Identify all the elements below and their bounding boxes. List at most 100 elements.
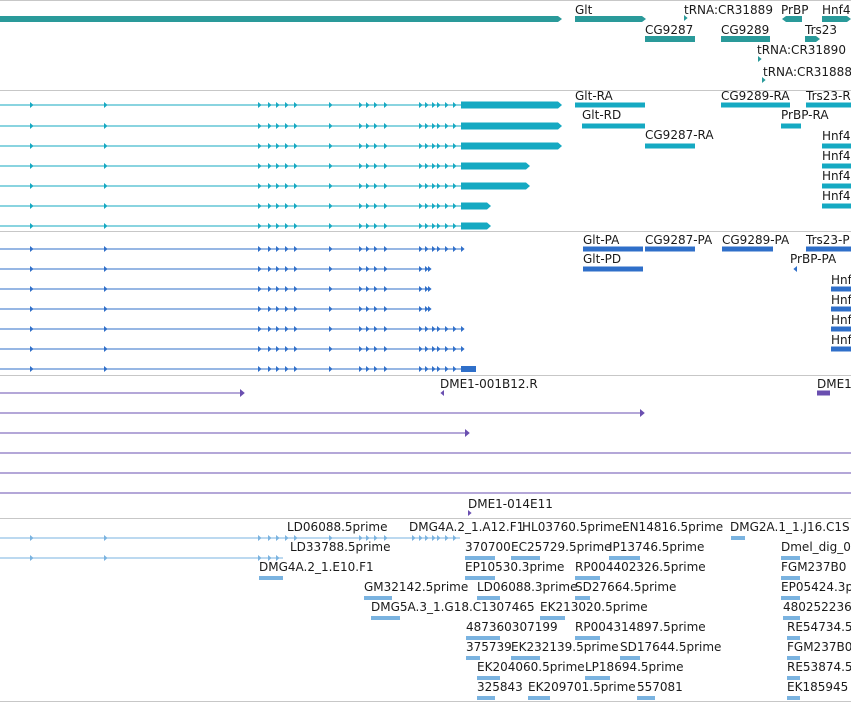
transcript-glyph[interactable] — [461, 142, 562, 150]
cdna-glyph[interactable] — [466, 656, 480, 660]
cdna-label[interactable]: DMG2A.1_1.J16.C1S — [730, 520, 850, 534]
exon-arrow[interactable] — [419, 223, 423, 229]
protein-glyph[interactable] — [831, 346, 851, 352]
cdna-arrow[interactable] — [258, 535, 262, 541]
cdna-arrow[interactable] — [359, 535, 363, 541]
exon-arrow[interactable] — [432, 246, 436, 252]
exon-arrow[interactable] — [432, 163, 436, 169]
exon-arrow[interactable] — [104, 123, 108, 129]
exon-arrow[interactable] — [366, 143, 370, 149]
exon-arrow[interactable] — [453, 203, 457, 209]
transcript-label[interactable]: PrBP-RA — [781, 108, 829, 122]
exon-arrow[interactable] — [294, 203, 298, 209]
exon-arrow[interactable] — [258, 286, 262, 292]
cdna-label[interactable]: FGM237B0 — [787, 640, 851, 654]
exon-arrow[interactable] — [425, 286, 429, 292]
exon-arrow[interactable] — [384, 246, 388, 252]
exon-arrow[interactable] — [329, 123, 333, 129]
exon-arrow[interactable] — [359, 102, 363, 108]
exon-arrow[interactable] — [453, 246, 457, 252]
gene-glyph[interactable] — [758, 56, 762, 62]
cdna-glyph[interactable] — [371, 616, 400, 620]
cdna-arrow[interactable] — [285, 535, 289, 541]
transcript-glyph[interactable] — [582, 123, 645, 129]
cdna-label[interactable]: DMG5A.3_1.G18.C1307465 — [371, 600, 535, 614]
exon-arrow[interactable] — [30, 346, 34, 352]
exon-arrow[interactable] — [445, 183, 449, 189]
cdna-label[interactable]: EK213020.5prime — [540, 600, 648, 614]
exon-arrow[interactable] — [285, 346, 289, 352]
exon-arrow[interactable] — [425, 346, 429, 352]
cdna-label[interactable]: SD27664.5prime — [575, 580, 677, 594]
cdna-label[interactable]: RP004402326.5prime — [575, 560, 706, 574]
transcript-glyph[interactable] — [721, 102, 790, 108]
exon-arrow[interactable] — [374, 326, 378, 332]
exon-arrow[interactable] — [359, 246, 363, 252]
exon-arrow[interactable] — [258, 366, 262, 372]
exon-arrow[interactable] — [461, 326, 465, 332]
protein-label[interactable]: CG9287-PA — [645, 233, 713, 247]
exon-arrow[interactable] — [30, 246, 34, 252]
transcript-glyph[interactable] — [806, 102, 851, 108]
exon-arrow[interactable] — [276, 223, 280, 229]
exon-arrow[interactable] — [419, 203, 423, 209]
transcript-glyph[interactable] — [461, 101, 562, 109]
est-arrow[interactable] — [465, 429, 470, 437]
gene-glyph[interactable] — [684, 15, 688, 21]
cdna-label[interactable]: LP18694.5prime — [585, 660, 684, 674]
exon-arrow[interactable] — [268, 326, 272, 332]
exon-arrow[interactable] — [329, 366, 333, 372]
exon-arrow[interactable] — [329, 203, 333, 209]
exon-arrow[interactable] — [329, 326, 333, 332]
cdna-label[interactable]: EK185945 — [787, 680, 849, 694]
exon-arrow[interactable] — [374, 306, 378, 312]
cdna-glyph[interactable] — [781, 596, 800, 600]
protein-label[interactable]: CG9289-PA — [722, 233, 790, 247]
exon-arrow[interactable] — [419, 123, 423, 129]
exon-arrow[interactable] — [366, 346, 370, 352]
cdna-arrow[interactable] — [329, 535, 333, 541]
cdna-glyph[interactable] — [575, 576, 600, 580]
exon-arrow[interactable] — [104, 203, 108, 209]
protein-label[interactable]: Hnf — [831, 333, 851, 347]
transcript-glyph[interactable] — [822, 183, 851, 189]
exon-arrow[interactable] — [432, 183, 436, 189]
cdna-glyph[interactable] — [477, 596, 500, 600]
protein-glyph[interactable] — [831, 306, 851, 312]
exon-arrow[interactable] — [432, 326, 436, 332]
exon-arrow[interactable] — [419, 366, 423, 372]
exon-arrow[interactable] — [285, 123, 289, 129]
exon-arrow[interactable] — [374, 203, 378, 209]
exon-arrow[interactable] — [359, 143, 363, 149]
exon-arrow[interactable] — [374, 163, 378, 169]
cdna-arrow[interactable] — [294, 535, 298, 541]
exon-arrow[interactable] — [258, 223, 262, 229]
cdna-label[interactable]: GM32142.5prime — [364, 580, 469, 594]
exon-arrow[interactable] — [437, 163, 441, 169]
exon-arrow[interactable] — [461, 246, 465, 252]
exon-arrow[interactable] — [329, 266, 333, 272]
cdna-label[interactable]: 370700 — [465, 540, 511, 554]
cdna-label[interactable]: HL03760.5prime — [522, 520, 623, 534]
cdna-arrow[interactable] — [366, 535, 370, 541]
exon-arrow[interactable] — [30, 102, 34, 108]
exon-arrow[interactable] — [258, 123, 262, 129]
exon-arrow[interactable] — [30, 123, 34, 129]
exon-arrow[interactable] — [104, 306, 108, 312]
exon-arrow[interactable] — [445, 102, 449, 108]
exon-arrow[interactable] — [419, 102, 423, 108]
exon-arrow[interactable] — [445, 143, 449, 149]
protein-glyph[interactable] — [831, 286, 851, 292]
transcript-label[interactable]: Hnf4 — [822, 189, 851, 203]
exon-arrow[interactable] — [294, 346, 298, 352]
cdna-label[interactable]: EP05424.3p — [781, 580, 851, 594]
transcript-label[interactable]: Glt-RA — [575, 89, 613, 103]
exon-arrow[interactable] — [285, 163, 289, 169]
cdna-glyph[interactable] — [259, 576, 283, 580]
exon-arrow[interactable] — [276, 143, 280, 149]
exon-arrow[interactable] — [374, 286, 378, 292]
exon-arrow[interactable] — [30, 286, 34, 292]
cdna-arrow[interactable] — [104, 555, 108, 561]
gene-glyph[interactable] — [721, 36, 770, 42]
exon-arrow[interactable] — [425, 163, 429, 169]
